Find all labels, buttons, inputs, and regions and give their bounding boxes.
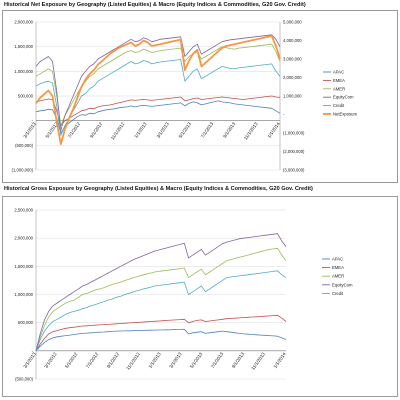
gross-x-tick-label: 3/1/2012 [43,351,58,369]
net-series-line-amer [35,43,281,126]
gross-exposure-chart-title: Historical Gross Exposure by Geography (… [4,186,313,192]
gross-y-tick-label: 1,000,000 [14,292,33,297]
net-exposure-chart-panel: Historical Net Exposure by Geography (Li… [0,0,400,186]
net-series-line-credit [35,59,281,136]
gross-y-tick-label: 1,500,000 [14,264,33,269]
net-x-tick-label: 1/1/2013 [133,121,148,139]
net-exposure-chart-border [2,10,398,183]
gross-series-line-credit [35,270,287,351]
gross-legend-label: EMEA [332,265,344,270]
net-y-tick-label: (500,000) [15,143,34,148]
net-y2-tick-label: - [283,112,285,117]
net-series-line-netexposure [35,35,281,146]
net-y-tick-label: 500,000 [18,94,34,99]
gross-x-tick-label: 9/1/2012 [106,351,121,369]
net-legend-label: NetExposure [333,112,358,117]
net-y2-tick-label: (1,000,000) [283,131,305,136]
gross-exposure-chart-border [2,196,398,397]
net-x-tick-label: 7/1/2013 [200,121,215,139]
gross-series-line-equitycom [35,233,287,351]
gross-y-tick-label: 500,000 [18,320,34,325]
net-y2-tick-label: (2,000,000) [283,149,305,154]
gross-legend-label: Credit [332,291,344,296]
gross-x-tick-label: 5/1/2013 [189,351,204,369]
gross-x-tick-label: 11/1/2012 [125,351,141,371]
net-y-tick-label: - [32,118,34,123]
net-y2-tick-label: 2,000,000 [283,75,302,80]
net-series-line-emea [35,95,281,126]
net-series-line-apac [35,100,281,134]
gross-legend-label: EquityCom [332,282,353,287]
gross-y-tick-label: - [32,348,34,353]
net-y2-tick-label: 4,000,000 [283,38,302,43]
net-y2-tick-label: 5,000,000 [283,20,302,25]
gross-legend-label: APAC [332,257,343,262]
net-x-tick-label: 1/1/2014 [266,121,281,139]
gross-x-tick-label: 1/1/2014 [272,351,287,369]
gross-x-tick-label: 9/1/2013 [231,351,246,369]
net-legend-label: EquityCom [333,95,354,100]
gross-exposure-chart-svg: (500,000) - 500,000 1,000,000 1,500,000 2,000… [14,208,353,382]
net-x-tick-label: 7/1/2012 [67,121,82,139]
net-exposure-chart-svg: (1,000,000) (500,000) - 500,000 1,000,000 1,5… [12,20,358,173]
gross-x-tick-label: 7/1/2012 [85,351,100,369]
gross-series-line-amer [35,247,287,351]
gross-x-tick-label: 5/1/2012 [64,351,79,369]
gross-series-line-apac [35,328,287,352]
gross-exposure-chart-panel: Historical Gross Exposure by Geography (… [0,186,400,400]
net-series-line-equitycom [35,34,281,131]
net-x-tick-label: 3/1/2013 [156,121,171,139]
net-y2-tick-label: (3,000,000) [283,168,305,173]
net-exposure-chart-title: Historical Net Exposure by Geography (Li… [4,2,306,8]
net-y2-tick-label: 3,000,000 [283,57,302,62]
net-y-tick-label: 1,000,000 [14,69,33,74]
net-y-tick-label: 1,500,000 [14,44,33,49]
gross-x-tick-label: 11/1/2013 [250,351,266,371]
gross-x-tick-label: 1/1/2013 [147,351,162,369]
net-x-tick-label: 11/1/2013 [243,121,259,141]
net-legend-label: APAC [333,70,344,75]
net-y-tick-label: 2,000,000 [14,20,33,25]
gross-x-tick-label: 3/1/2013 [22,351,37,369]
net-y-tick-label: (1,000,000) [12,168,34,173]
net-legend-label: EMEA [333,78,345,83]
gross-x-tick-label: 7/1/2013 [210,351,225,369]
net-x-tick-label: 9/1/2012 [89,121,104,139]
net-x-tick-label: 3/1/2013 [22,121,37,139]
gross-y-tick-label: 2,500,000 [14,208,33,213]
gross-x-tick-label: 3/1/2013 [168,351,183,369]
net-legend-label: AMER [333,86,345,91]
net-x-tick-label: 5/1/2013 [178,121,193,139]
gross-y-tick-label: 2,000,000 [14,236,33,241]
net-x-tick-label: 11/1/2012 [110,121,126,141]
net-y2-tick-label: 1,000,000 [283,94,302,99]
gross-y-tick-label: (500,000) [15,377,34,382]
gross-series-line-emea [35,314,287,352]
net-legend-label: Credit [333,103,345,108]
gross-legend-label: AMER [332,274,344,279]
net-x-tick-label: 9/1/2013 [222,121,237,139]
